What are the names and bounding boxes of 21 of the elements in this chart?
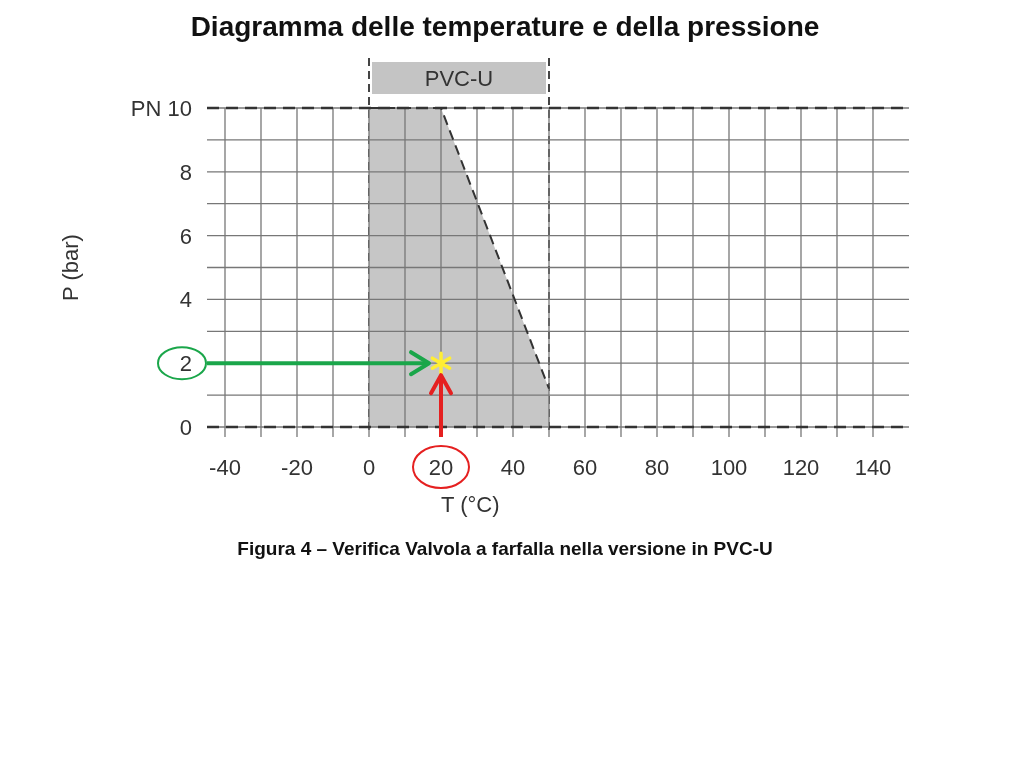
x-tick-label: 100	[710, 455, 748, 480]
y-tick-label: 4	[179, 287, 192, 313]
x-tick-label: -40	[209, 455, 241, 480]
x-tick-label: 60	[572, 455, 598, 480]
y-axis-title: P (bar)	[58, 234, 83, 301]
x-tick-label: 80	[644, 455, 670, 480]
x-tick-label: 0	[362, 455, 376, 480]
y-tick-label: 8	[179, 159, 192, 185]
x-tick-label: 140	[854, 455, 892, 480]
x-tick-label: 120	[782, 455, 820, 480]
x-axis-title: T (°C)	[441, 492, 500, 517]
y-tick-label: 2	[179, 351, 192, 377]
y-tick-label: PN 10	[130, 96, 192, 121]
y-tick-label: 0	[179, 415, 192, 440]
x-tick-label: -20	[281, 455, 313, 480]
text: Figura 4 – Verifica Valvola a farfalla nella versione in PVC-U	[237, 538, 773, 559]
x-tick-label: 40	[500, 455, 526, 480]
text: PVC-U	[424, 66, 494, 91]
chart-title: Diagramma delle temperature e della pressione	[190, 11, 820, 42]
x-tick-label: 20	[428, 455, 454, 480]
y-tick-label: 6	[179, 223, 192, 249]
